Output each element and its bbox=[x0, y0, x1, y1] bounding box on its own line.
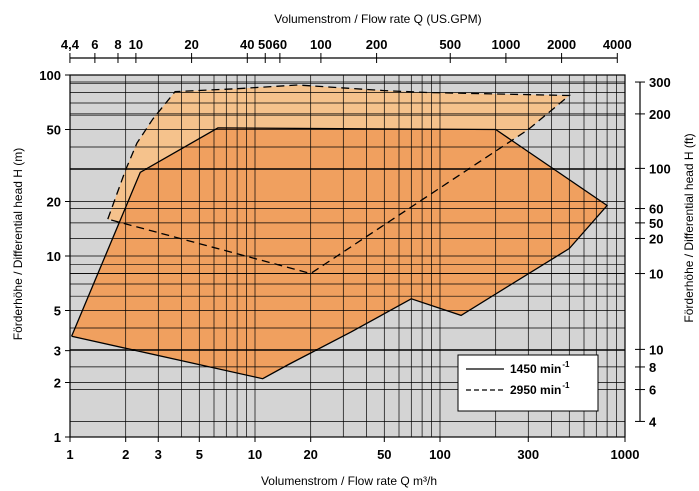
y-tick-label-left: 2 bbox=[54, 376, 61, 391]
x-tick-label-top: 200 bbox=[366, 37, 388, 52]
y-tick-label-right: 10 bbox=[649, 267, 663, 282]
x-tick-label-top: 40 bbox=[240, 37, 254, 52]
y-tick-label-right: 300 bbox=[649, 75, 671, 90]
y-tick-label-left: 5 bbox=[54, 303, 61, 318]
x-tick-label-top: 6 bbox=[91, 37, 98, 52]
series-line-2950 bbox=[107, 84, 572, 275]
x-tick-label-bottom: 3 bbox=[155, 447, 162, 462]
grid-lines bbox=[70, 75, 625, 437]
y-tick-label-right: 8 bbox=[649, 360, 656, 375]
x-tick-label-top: 4000 bbox=[603, 37, 632, 52]
y-tick-label-left: 3 bbox=[54, 344, 61, 359]
y-tick-label-right: 10 bbox=[649, 342, 663, 357]
legend-sup-1450: -1 bbox=[562, 360, 570, 369]
x-tick-label-top: 8 bbox=[114, 37, 121, 52]
x-tick-label-bottom: 10 bbox=[248, 447, 262, 462]
x-tick-label-top: 500 bbox=[439, 37, 461, 52]
y-tick-label-left: 50 bbox=[47, 122, 61, 137]
x-tick-label-bottom: 300 bbox=[517, 447, 539, 462]
left-axis-title: Förderhöhe / Differential head H (m) bbox=[11, 148, 25, 341]
y-tick-label-right: 60 bbox=[649, 202, 663, 217]
x-tick-label-bottom: 5 bbox=[196, 447, 203, 462]
y-tick-label-left: 1 bbox=[54, 430, 61, 445]
y-tick-label-right: 6 bbox=[649, 383, 656, 398]
y-tick-label-right: 50 bbox=[649, 216, 663, 231]
x-tick-label-bottom: 20 bbox=[303, 447, 317, 462]
y-tick-label-left: 100 bbox=[39, 68, 61, 83]
y-tick-label-right: 4 bbox=[649, 414, 657, 429]
x-tick-label-top: 100 bbox=[310, 37, 332, 52]
x-tick-label-top: 20 bbox=[184, 37, 198, 52]
y-tick-label-left: 20 bbox=[47, 195, 61, 210]
y-tick-label-right: 100 bbox=[649, 161, 671, 176]
x-tick-label-top: 60 bbox=[273, 37, 287, 52]
series-line-1450 bbox=[71, 127, 609, 380]
x-tick-label-top: 1000 bbox=[491, 37, 520, 52]
bottom-axis-title: Volumenstrom / Flow rate Q m³/h bbox=[261, 474, 437, 488]
x-tick-label-bottom: 100 bbox=[429, 447, 451, 462]
y-tick-label-right: 200 bbox=[649, 107, 671, 122]
legend-label-2950: 2950 min bbox=[510, 383, 561, 397]
y-tick-label-right: 20 bbox=[649, 231, 663, 246]
x-tick-label-bottom: 1 bbox=[66, 447, 73, 462]
x-tick-label-top: 50 bbox=[258, 37, 272, 52]
x-tick-label-top: 4,4 bbox=[61, 37, 80, 52]
x-tick-label-top: 10 bbox=[129, 37, 143, 52]
y-tick-label-left: 10 bbox=[47, 249, 61, 264]
x-tick-label-top: 2000 bbox=[547, 37, 576, 52]
x-tick-label-bottom: 1000 bbox=[611, 447, 640, 462]
x-tick-label-bottom: 50 bbox=[377, 447, 391, 462]
legend-sup-2950: -1 bbox=[562, 381, 570, 390]
x-tick-label-bottom: 2 bbox=[122, 447, 129, 462]
legend-box bbox=[457, 354, 599, 412]
legend-label-1450: 1450 min bbox=[510, 362, 561, 376]
top-axis-title: Volumenstrom / Flow rate Q (US.GPM) bbox=[274, 12, 481, 26]
region-1450 bbox=[71, 127, 608, 379]
right-axis-title: Förderhöhe / Differential head H (ft) bbox=[682, 133, 696, 322]
